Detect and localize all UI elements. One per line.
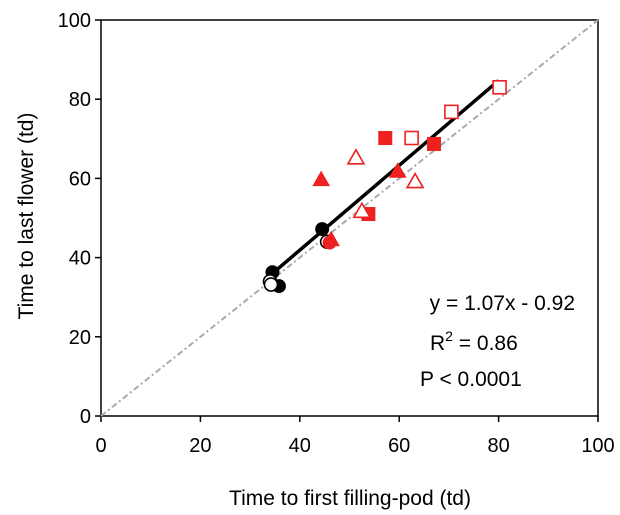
r-squared-value: = 0.86 [453,332,518,355]
data-point-triangle [322,230,340,247]
x-tick-label: 0 [95,435,106,457]
data-point-triangle [312,170,331,187]
data-point-square [444,104,459,120]
data-point-triangle [346,148,366,165]
data-point-triangle [405,171,425,189]
x-tick-label: 80 [487,435,509,457]
data-point-square [378,131,393,146]
regression-equation: y = 1.07x - 0.92 [430,292,575,315]
r-squared-superscript: 2 [445,328,453,344]
y-axis-title: Time to last flower (td) [15,113,38,320]
y-tick-label: 40 [69,248,91,270]
data-point-triangle [388,162,407,178]
y-tick-label: 0 [80,406,91,428]
r-squared-label: R2 = 0.86 [430,328,518,355]
r-squared-symbol: R [430,332,445,355]
one-to-one-reference-line [100,19,599,417]
y-tick-label: 100 [58,10,91,32]
x-tick-label: 100 [581,435,614,457]
x-axis-title: Time to first filling-pod (td) [229,487,471,510]
data-point-circle [263,277,279,292]
data-point-circle [315,222,330,237]
x-tick-label: 40 [289,435,311,457]
regression-fit-line [271,79,500,275]
x-tick-label: 20 [189,435,211,457]
data-point-triangle [352,201,372,219]
x-tick-label: 60 [388,435,410,457]
y-tick-label: 20 [69,327,91,349]
y-tick-label: 80 [69,89,91,111]
data-point-square [426,136,441,151]
p-value-label: P < 0.0001 [420,368,522,391]
data-point-square [492,80,507,95]
plot-frame [100,19,599,417]
y-tick-label: 60 [69,168,91,190]
data-point-square [404,130,419,146]
